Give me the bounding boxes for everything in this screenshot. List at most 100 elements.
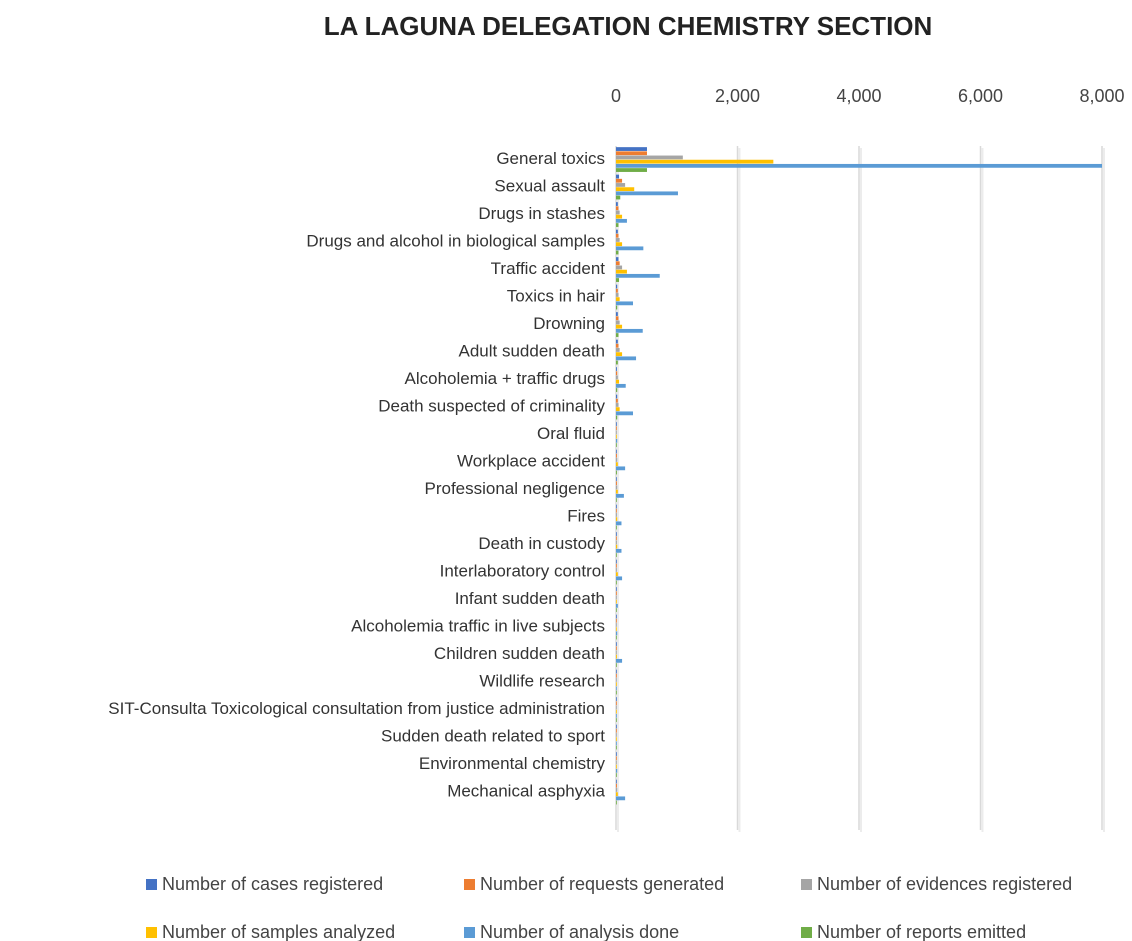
bar [616,663,617,667]
bar [616,305,618,310]
bar [616,288,618,293]
y-tick-label: Adult sudden death [458,342,605,361]
bar [616,151,647,156]
chart-title: LA LAGUNA DELEGATION CHEMISTRY SECTION [324,11,933,41]
bar [616,587,617,591]
bar [616,210,620,215]
y-tick-label: Mechanical asphyxia [447,782,605,801]
bar [616,504,617,509]
bar [616,407,620,412]
y-tick-label: Children sudden death [434,644,605,663]
bar [616,493,624,498]
x-tick-label: 0 [611,86,621,106]
bar [616,159,774,164]
bar [616,223,619,227]
bar [616,756,617,761]
bar [616,591,617,596]
bar [616,147,647,151]
bar [616,737,617,742]
legend-label: Number of analysis done [480,922,679,941]
bar [616,324,623,329]
bar [616,265,623,270]
legend-label: Number of evidences registered [817,874,1072,894]
bar [616,658,623,663]
bar [616,434,617,439]
bar [616,650,617,655]
bar [616,403,619,407]
bar [616,773,617,777]
bar [616,218,627,223]
x-tick-label: 8,000 [1079,86,1124,106]
legend-swatch [801,879,812,890]
bar [616,163,1102,168]
y-tick-label: Alcoholemia traffic in live subjects [351,617,605,636]
bar [616,367,617,371]
bar [616,246,644,251]
bar [616,438,618,443]
bar [616,250,619,255]
bar [616,278,620,282]
bar [616,498,617,502]
bar [616,678,617,682]
bar [616,563,617,568]
legend-label: Number of requests generated [480,874,724,894]
y-tick-label: General toxics [496,149,605,168]
bar [616,800,617,805]
bar [616,752,617,756]
y-tick-label: Workplace accident [457,452,605,471]
y-tick-label: Alcoholemia + traffic drugs [405,369,605,388]
bar [616,328,643,333]
bar [616,485,618,490]
bar [616,745,617,750]
bar [616,301,634,306]
bar [616,532,617,536]
bar [616,195,621,200]
legend-label: Number of cases registered [162,874,383,894]
bar [616,580,617,585]
bar [616,320,620,325]
y-tick-label: Oral fluid [537,424,605,443]
bar [616,352,623,357]
bar [616,701,617,706]
bar [616,415,618,420]
legend-swatch [146,879,157,890]
bar [616,646,617,651]
legend-label: Number of samples analyzed [162,922,395,941]
bar [616,728,617,733]
bar [616,525,617,530]
bar [616,449,617,454]
bar [616,233,619,238]
bar [616,536,617,541]
bar [616,269,627,274]
y-tick-label: Interlaboratory control [440,562,605,581]
y-tick-label: Death suspected of criminality [378,397,605,416]
bar [616,356,637,361]
bar [616,168,647,172]
bar [616,422,617,426]
bar [616,654,617,659]
bar [616,284,618,289]
bar [616,360,618,365]
bar [616,339,618,344]
bar [616,521,622,526]
bar [616,741,617,746]
bar [616,559,617,564]
bar [616,548,622,553]
bar [616,686,617,691]
bar [616,599,617,604]
y-tick-label: Sexual assault [494,177,605,196]
y-tick-label: Wildlife research [479,672,605,691]
bar [616,792,618,797]
bar [616,764,617,769]
bar [616,379,620,384]
bar [616,187,635,192]
bar [616,183,626,187]
bar [616,333,619,337]
bar [616,513,617,517]
bar [616,470,617,475]
bar [616,713,617,718]
y-tick-label: Environmental chemistry [419,754,606,773]
y-tick-label: Infant sudden death [455,589,605,608]
bar [616,709,617,714]
bar [616,273,660,278]
